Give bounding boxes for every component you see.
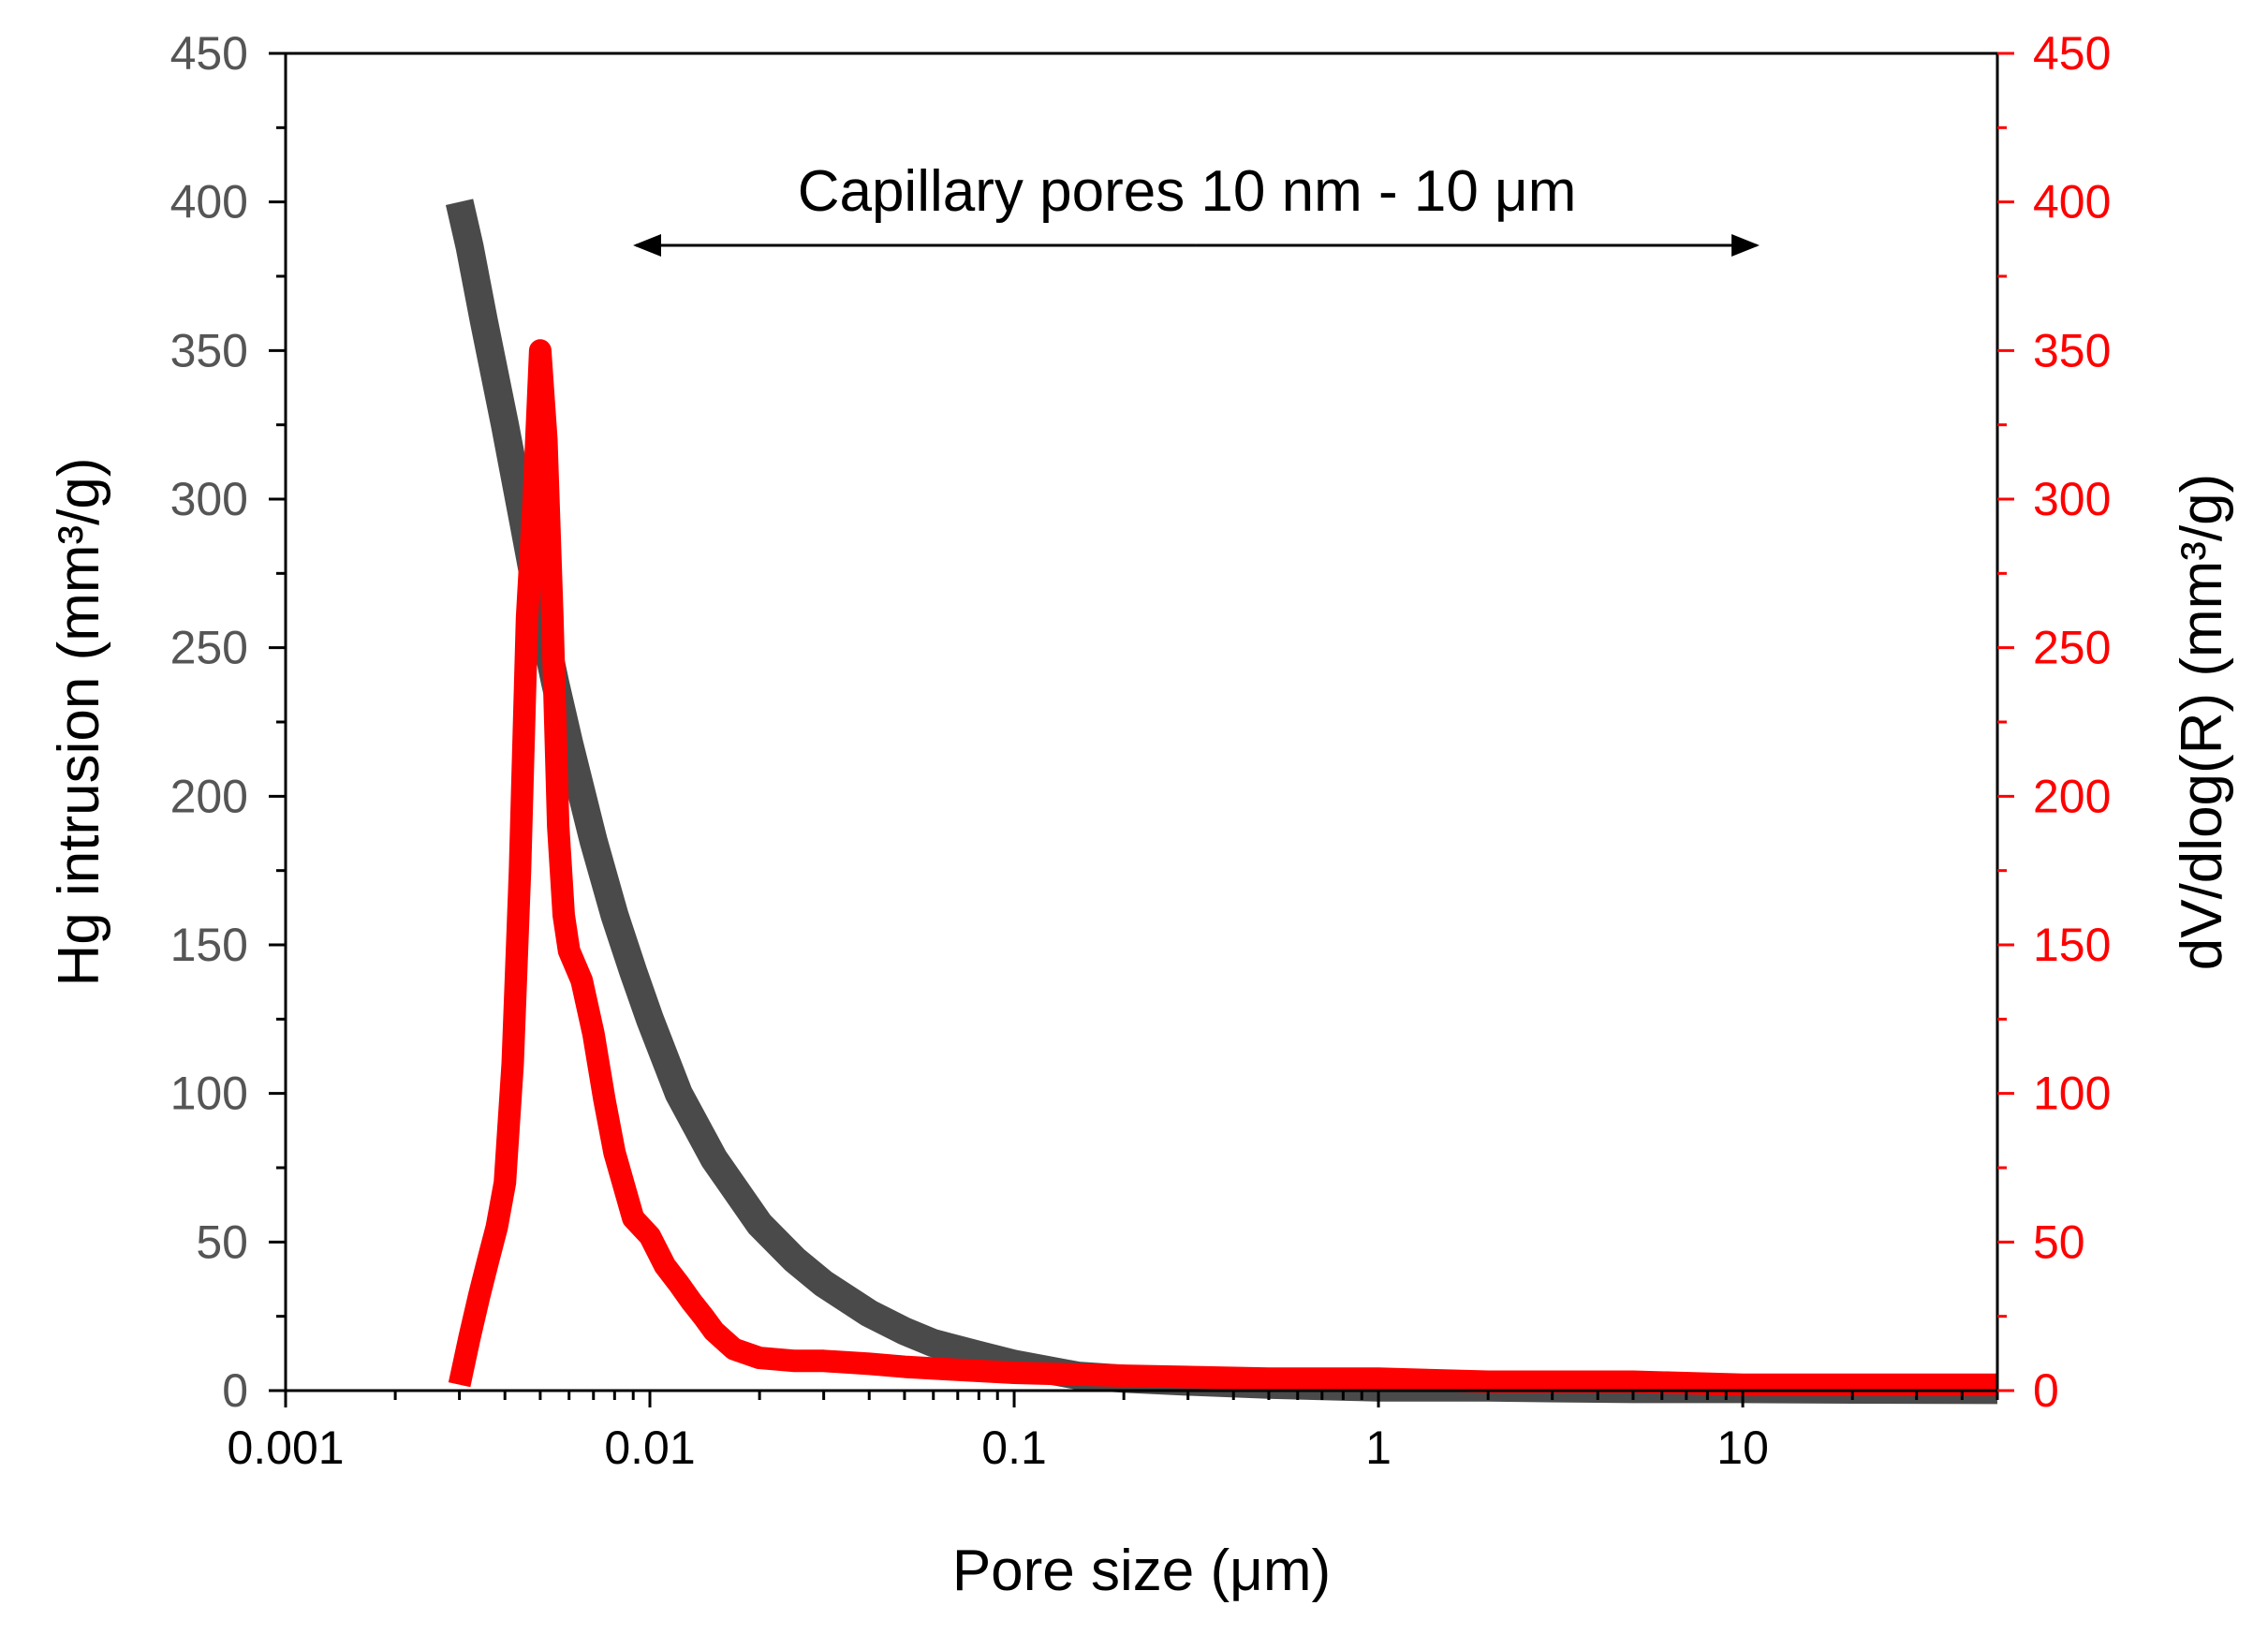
left-y-tick-label: 0 xyxy=(222,1364,248,1417)
left-y-tick-label: 100 xyxy=(170,1068,248,1120)
left-y-tick-label: 400 xyxy=(170,176,248,228)
plot-frame xyxy=(284,52,1999,1392)
x-tick-label: 1 xyxy=(1365,1421,1392,1474)
left-y-tick-label: 450 xyxy=(170,27,248,80)
right-y-tick-label: 250 xyxy=(2033,622,2111,674)
right-y-tick-label: 450 xyxy=(2033,27,2111,80)
left-y-axis-title: Hg intrusion (mm³/g) xyxy=(47,458,111,987)
series-line-hg-intrusion xyxy=(445,199,1998,1405)
right-y-tick-label: 350 xyxy=(2033,324,2111,376)
right-y-tick-label: 200 xyxy=(2033,770,2111,822)
x-tick-label: 0.001 xyxy=(227,1421,344,1474)
series-layer xyxy=(445,199,1998,1405)
right-y-axis-title: dV/dlog(R) (mm³/g) xyxy=(2170,474,2234,971)
right-y-tick-label: 0 xyxy=(2033,1364,2059,1417)
annotation: Capillary pores 10 nm - 10 μm xyxy=(633,159,1760,257)
x-axis: 0.001 0.01 0.1 1 10 xyxy=(227,1391,1999,1474)
left-y-axis: 0 50 100 150 200 250 300 350 400 450 xyxy=(170,27,286,1417)
series-line-dv-dlogr xyxy=(448,339,1997,1396)
left-y-tick-label: 50 xyxy=(196,1215,248,1268)
left-y-tick-label: 150 xyxy=(170,919,248,971)
x-tick-label: 0.01 xyxy=(604,1421,695,1474)
left-y-tick-label: 350 xyxy=(170,324,248,376)
x-tick-label: 10 xyxy=(1716,1421,1769,1474)
x-axis-title: Pore size (μm) xyxy=(952,1539,1331,1603)
right-y-tick-label: 50 xyxy=(2033,1215,2085,1268)
left-y-tick-label: 250 xyxy=(170,622,248,674)
left-y-tick-label: 200 xyxy=(170,770,248,822)
right-y-axis: 0 50 100 150 200 250 300 350 400 450 xyxy=(1997,27,2111,1417)
right-y-tick-label: 300 xyxy=(2033,473,2111,525)
x-tick-label: 0.1 xyxy=(981,1421,1047,1474)
right-y-tick-label: 100 xyxy=(2033,1068,2111,1120)
left-y-tick-label: 300 xyxy=(170,473,248,525)
right-y-tick-label: 150 xyxy=(2033,919,2111,971)
right-y-tick-label: 400 xyxy=(2033,176,2111,228)
annotation-label: Capillary pores 10 nm - 10 μm xyxy=(798,159,1577,224)
